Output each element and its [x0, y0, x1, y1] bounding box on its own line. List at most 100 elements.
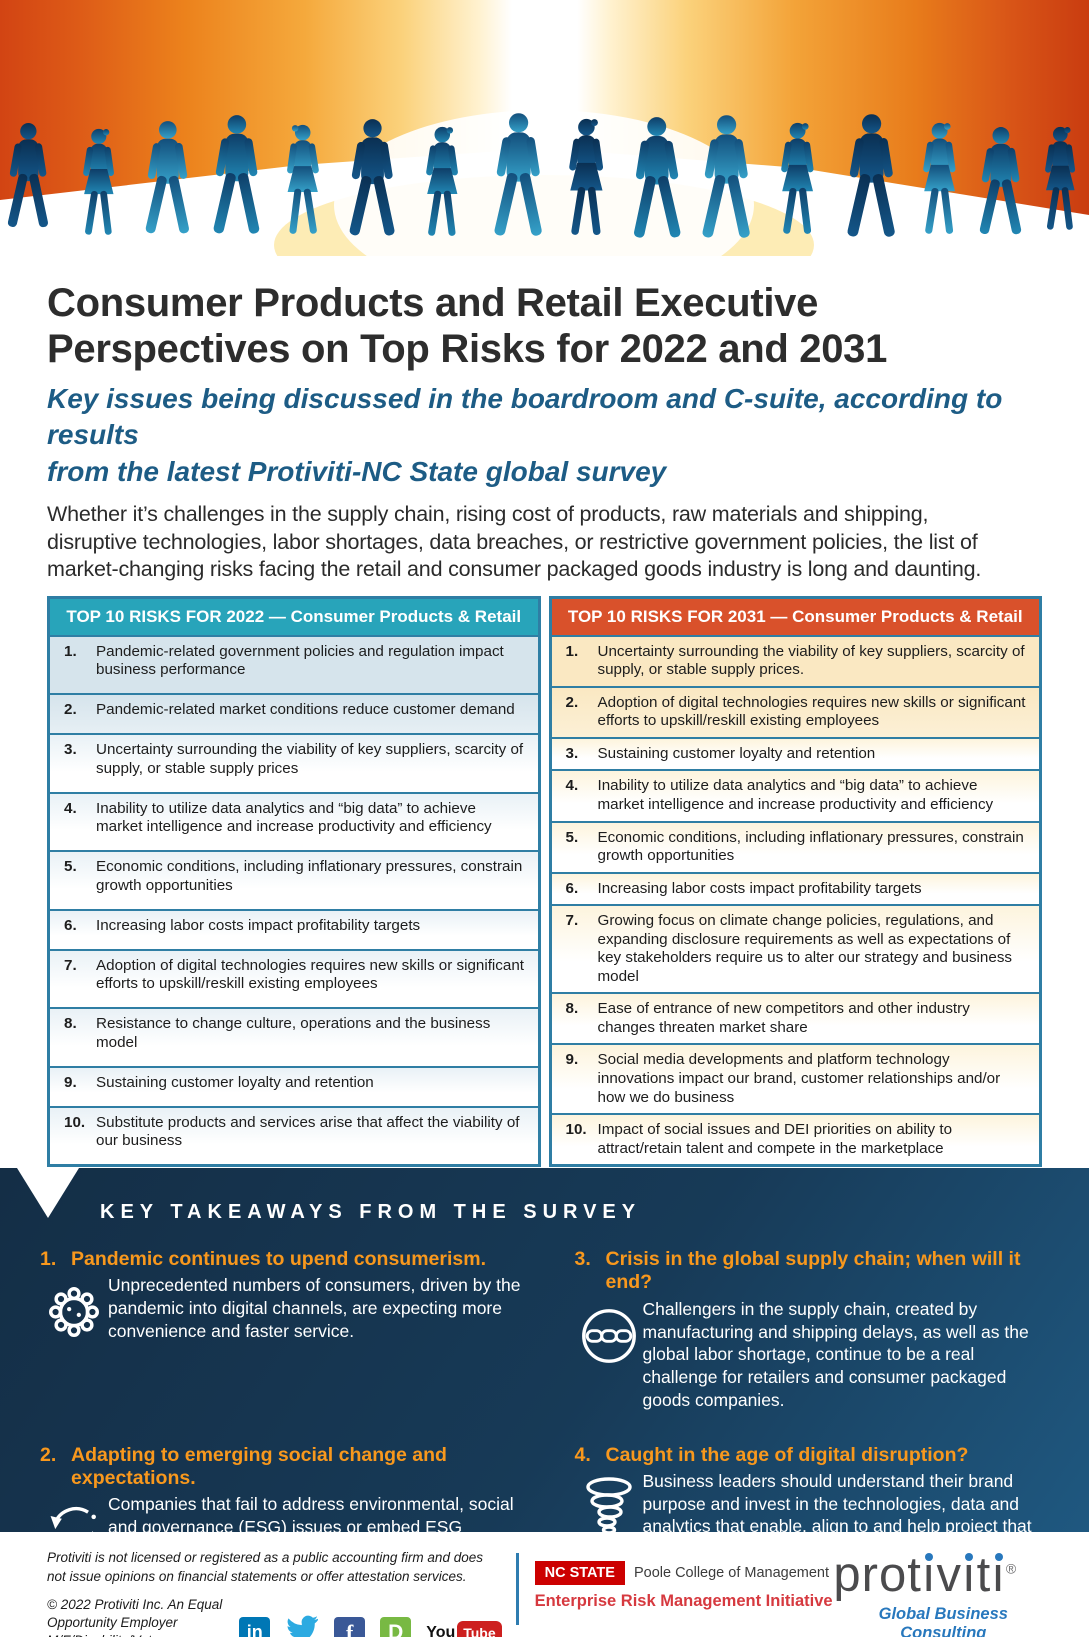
row-text: Economic conditions, including inflation… — [597, 828, 1024, 865]
row-number: 2. — [64, 701, 77, 719]
table-row: 2. Adoption of digital technologies requi… — [551, 685, 1039, 737]
row-text: Social media developments and platform t… — [597, 1051, 1001, 1106]
row-number: 9. — [565, 1051, 579, 1069]
takeaway-number: 2. — [40, 1443, 57, 1466]
table-row: 7. Growing focus on climate change polici… — [551, 904, 1039, 993]
row-text: Substitute products and services arise t… — [96, 1113, 520, 1150]
risks-2031-rows: 1. Uncertainty surrounding the viability … — [551, 634, 1039, 1165]
facebook-icon[interactable]: f — [334, 1617, 366, 1637]
footer-disclaimer: Protiviti is not licensed or registered … — [47, 1550, 483, 1584]
row-text: Sustaining customer loyalty and retentio… — [96, 1073, 374, 1091]
row-text: Pandemic-related government policies and… — [96, 642, 504, 679]
row-text: Growing focus on climate change policies… — [597, 912, 1013, 985]
row-number: 6. — [64, 916, 77, 934]
table-row: 5. Economic conditions, including inflati… — [551, 820, 1039, 872]
row-number: 7. — [64, 956, 77, 974]
tornado-icon — [575, 1470, 643, 1561]
risks-2031-table: TOP 10 RISKS FOR 2031 — Consumer Product… — [548, 595, 1042, 1168]
row-text: Sustaining customer loyalty and retentio… — [597, 744, 876, 762]
row-text: Adoption of digital technologies require… — [597, 693, 1026, 730]
people-silhouettes-illustration — [0, 0, 1089, 256]
ncstate-logo-block: NC STATE Poole College of Management Ent… — [534, 1561, 833, 1611]
row-text: Ease of entrance of new competitors and … — [597, 1000, 970, 1036]
takeaway-item-3: 3. Crisis in the global supply chain; whe… — [557, 1248, 1050, 1412]
table-row: 4. Inability to utilize data analytics an… — [551, 769, 1039, 821]
intro-paragraph: Whether it’s challenges in the supply ch… — [47, 502, 982, 582]
row-text: Inability to utilize data analytics and … — [597, 777, 994, 813]
row-text: Resistance to change culture, operations… — [96, 1015, 491, 1051]
takeaways-heading: KEY TAKEAWAYS FROM THE SURVEY — [100, 1201, 642, 1223]
takeaway-body: Business leaders should understand their… — [642, 1470, 1032, 1559]
risks-2022-header: TOP 10 RISKS FOR 2022 — Consumer Product… — [50, 598, 538, 635]
row-text: Adoption of digital technologies require… — [96, 956, 525, 993]
risks-2031-header: TOP 10 RISKS FOR 2031 — Consumer Product… — [551, 598, 1039, 635]
row-number: 10. — [565, 1121, 587, 1139]
protiviti-i-dot: ı — [961, 1548, 977, 1602]
page-subtitle: Key issues being discussed in the boardr… — [47, 381, 1042, 490]
row-number: 8. — [64, 1015, 77, 1033]
page-footer: Protiviti is not licensed or registered … — [0, 1532, 1089, 1637]
row-number: 8. — [565, 1000, 579, 1018]
footer-left: Protiviti is not licensed or registered … — [47, 1549, 502, 1637]
table-row: 4. Inability to utilize data analytics an… — [50, 791, 538, 851]
takeaway-body: Unprecedented numbers of consumers, driv… — [108, 1275, 521, 1341]
erm-initiative-label: Enterprise Risk Management Initiative — [534, 1592, 833, 1610]
row-number: 1. — [565, 642, 579, 660]
takeaway-title: Adapting to emerging social change and e… — [71, 1443, 447, 1489]
ribbon-notch — [17, 1168, 79, 1218]
registered-mark: ® — [1005, 1560, 1018, 1577]
supply-chain-icon — [575, 1298, 643, 1412]
row-text: Pandemic-related market conditions reduc… — [96, 701, 515, 719]
table-row: 1. Uncertainty surrounding the viability … — [551, 634, 1039, 686]
youtube-icon[interactable]: You Tube — [426, 1620, 502, 1637]
takeaway-number: 4. — [574, 1443, 591, 1466]
table-row: 3. Uncertainty surrounding the viability … — [50, 733, 538, 792]
table-row: 8. Ease of entrance of new competitors an… — [551, 992, 1039, 1044]
row-text: Uncertainty surrounding the viability of… — [96, 741, 524, 777]
table-row: 10. Substitute products and services aris… — [50, 1105, 538, 1165]
row-number: 7. — [565, 912, 579, 930]
row-number: 9. — [64, 1073, 77, 1091]
row-text: Increasing labor costs impact profitabil… — [597, 879, 922, 897]
virus-icon — [40, 1274, 108, 1343]
row-text: Uncertainty surrounding the viability of… — [597, 642, 1025, 679]
takeaway-item-1: 1. Pandemic continues to upend consumeris… — [40, 1248, 533, 1412]
takeaway-number: 3. — [574, 1248, 591, 1270]
row-number: 2. — [565, 693, 579, 711]
ncstate-college-label: Poole College of Management — [633, 1565, 830, 1581]
table-row: 10. Impact of social issues and DEI prior… — [551, 1113, 1039, 1165]
social-icons: in f D You Tube — [239, 1615, 502, 1637]
takeaway-body: Challengers in the supply chain, created… — [642, 1298, 1029, 1410]
table-row: 7. Adoption of digital technologies requi… — [50, 948, 538, 1008]
protiviti-tagline: Global Business Consulting — [878, 1605, 1008, 1637]
protiviti-i-dot: ı — [921, 1548, 937, 1602]
table-row: 5. Economic conditions, including inflati… — [50, 850, 538, 909]
row-number: 1. — [64, 642, 77, 660]
takeaway-title: Crisis in the global supply chain; when … — [605, 1248, 1021, 1294]
row-number: 3. — [64, 741, 77, 759]
row-text: Increasing labor costs impact profitabil… — [96, 916, 421, 934]
table-row: 6. Increasing labor costs impact profitab… — [50, 908, 538, 949]
subtitle-line-1: Key issues being discussed in the boardr… — [47, 383, 1003, 451]
row-number: 5. — [565, 828, 579, 846]
linkedin-icon[interactable]: in — [239, 1617, 271, 1637]
glassdoor-icon[interactable]: D — [380, 1617, 412, 1637]
row-text: Inability to utilize data analytics and … — [96, 799, 492, 836]
protiviti-i-dot: ı — [991, 1548, 1006, 1602]
twitter-icon[interactable] — [285, 1615, 319, 1637]
title-line-1: Consumer Products and Retail Executive — [47, 281, 819, 325]
page-title: Consumer Products and Retail Executive P… — [47, 280, 1042, 372]
footer-copyright: © 2022 Protiviti Inc. An Equal Opportuni… — [47, 1596, 223, 1637]
row-number: 4. — [64, 799, 77, 817]
protiviti-logo-block: protıvıtı® Global Business Consulting — [800, 1551, 1051, 1637]
title-line-2: Perspectives on Top Risks for 2022 and 2… — [47, 327, 888, 371]
subtitle-line-2: from the latest Protiviti-NC State globa… — [47, 455, 667, 487]
table-row: 3. Sustaining customer loyalty and retent… — [551, 736, 1039, 770]
hero-illustration-svg — [0, 0, 1089, 256]
top-risks-tables: TOP 10 RISKS FOR 2022 — Consumer Product… — [47, 595, 1042, 1168]
row-number: 10. — [64, 1113, 86, 1131]
table-row: 9. Sustaining customer loyalty and retent… — [50, 1065, 538, 1106]
protiviti-logo: protıvıtı® — [833, 1548, 1018, 1602]
table-row: 9. Social media developments and platform… — [551, 1043, 1039, 1114]
